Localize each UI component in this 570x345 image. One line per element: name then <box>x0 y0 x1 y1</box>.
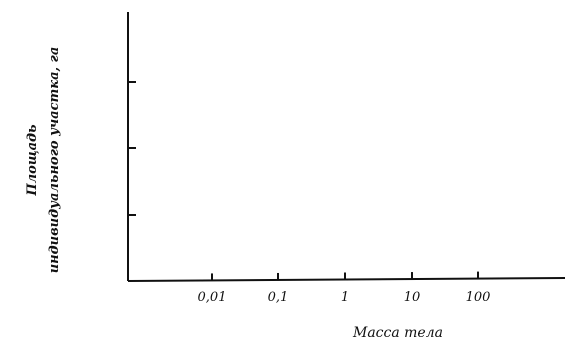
y-axis-label-line-2: индивидуального участка, га <box>47 47 62 274</box>
axes <box>127 12 566 282</box>
x-tick-label: 1 <box>341 290 349 305</box>
x-axis-line <box>127 277 566 282</box>
x-tick-label: 100 <box>466 290 491 305</box>
x-tick-label: 0,1 <box>268 290 289 305</box>
y-axis-label: Площадь индивидуального участка, га <box>25 47 62 274</box>
ticks: 0,01 0,1 1 10 100 <box>128 81 491 305</box>
x-axis-label: Масса тела <box>352 325 443 340</box>
x-tick-label: 10 <box>404 290 421 305</box>
y-axis-label-line-1: Площадь <box>25 124 40 197</box>
x-tick-label: 0,01 <box>198 290 227 305</box>
